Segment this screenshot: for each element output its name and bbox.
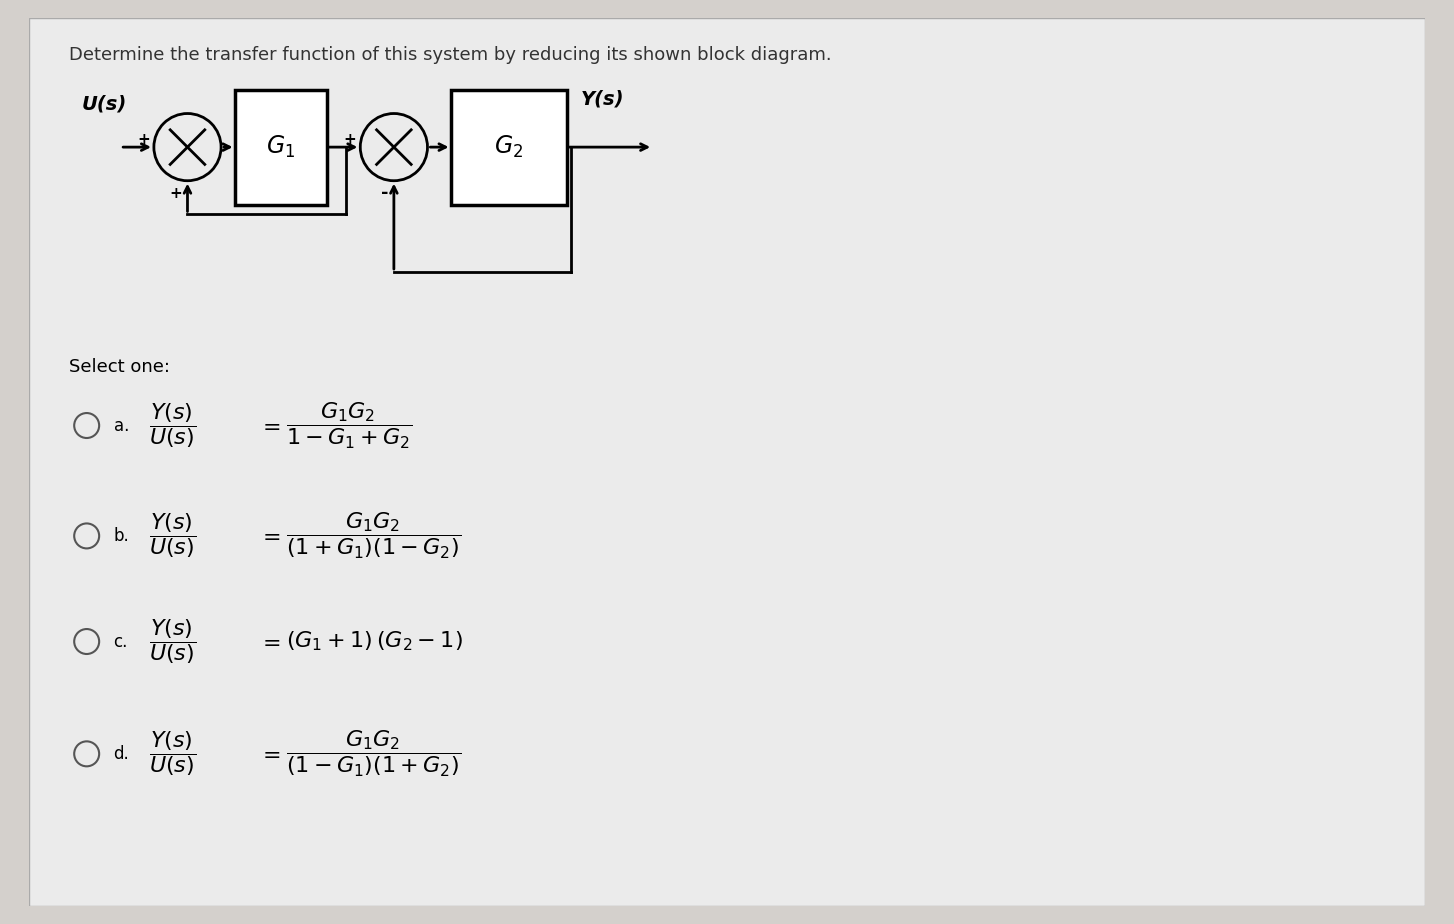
Bar [452, 90, 567, 205]
Text: +: + [137, 132, 150, 147]
Text: d.: d. [113, 745, 129, 763]
Text: -: - [381, 184, 388, 202]
Text: $G_2$: $G_2$ [494, 134, 523, 160]
Text: $\dfrac{G_1 G_2}{(1 - G_1)(1 + G_2)}$: $\dfrac{G_1 G_2}{(1 - G_1)(1 + G_2)}$ [286, 729, 461, 779]
Text: +: + [170, 186, 182, 201]
Text: +: + [343, 132, 356, 147]
Text: $\dfrac{Y(s)}{U(s)}$: $\dfrac{Y(s)}{U(s)}$ [150, 729, 196, 778]
Text: $\dfrac{Y(s)}{U(s)}$: $\dfrac{Y(s)}{U(s)}$ [150, 512, 196, 560]
Text: U(s): U(s) [81, 94, 126, 114]
Text: Select one:: Select one: [70, 359, 170, 376]
Text: $G_1$: $G_1$ [266, 134, 295, 160]
Text: $\dfrac{Y(s)}{U(s)}$: $\dfrac{Y(s)}{U(s)}$ [150, 401, 196, 450]
Text: b.: b. [113, 527, 129, 545]
Text: $=$: $=$ [257, 631, 281, 651]
Text: $\dfrac{Y(s)}{U(s)}$: $\dfrac{Y(s)}{U(s)}$ [150, 617, 196, 666]
Text: Determine the transfer function of this system by reducing its shown block diagr: Determine the transfer function of this … [70, 46, 832, 65]
Bar [236, 90, 327, 205]
Text: c.: c. [113, 633, 128, 650]
Text: $=$: $=$ [257, 526, 281, 546]
Text: Y(s): Y(s) [582, 90, 625, 109]
Text: $=$: $=$ [257, 744, 281, 764]
Text: a.: a. [113, 417, 129, 434]
Text: $\dfrac{G_1 G_2}{(1 + G_1)(1 - G_2)}$: $\dfrac{G_1 G_2}{(1 + G_1)(1 - G_2)}$ [286, 511, 461, 561]
Text: $(G_1+1)\,(G_2-1)$: $(G_1+1)\,(G_2-1)$ [286, 630, 464, 653]
Text: $=$: $=$ [257, 416, 281, 435]
Text: $\dfrac{G_1 G_2}{1 - G_1 + G_2}$: $\dfrac{G_1 G_2}{1 - G_1 + G_2}$ [286, 400, 413, 451]
